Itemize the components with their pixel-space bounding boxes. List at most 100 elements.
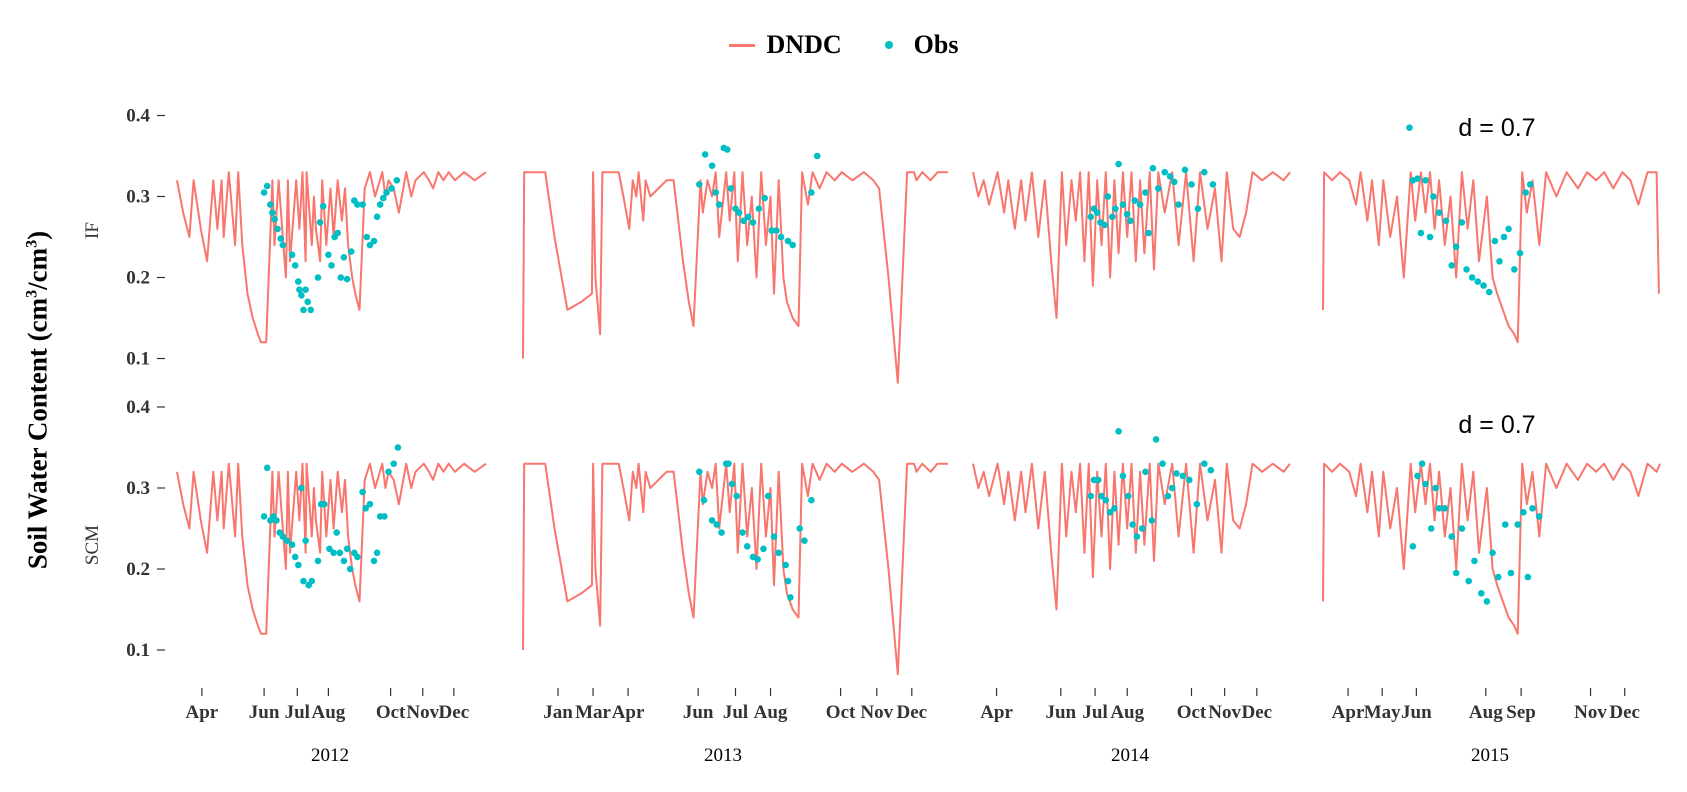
obs-point <box>1430 193 1437 200</box>
obs-point <box>1505 225 1512 233</box>
row-label: IF <box>82 222 103 239</box>
obs-point <box>1500 233 1508 241</box>
obs-point <box>1207 466 1215 474</box>
y-tick-label: 0.1 <box>126 349 150 370</box>
x-tick-label: Aug <box>311 702 345 723</box>
obs-point <box>1188 181 1195 188</box>
obs-point <box>1406 124 1413 131</box>
obs-point <box>1409 543 1417 550</box>
obs-point <box>1520 509 1527 516</box>
obs-point <box>1414 175 1421 182</box>
dndc-line <box>176 171 487 344</box>
obs-point <box>1087 213 1095 221</box>
obs-point <box>1463 266 1470 273</box>
obs-point <box>701 151 709 158</box>
obs-point <box>1093 209 1101 216</box>
obs-point <box>770 533 778 540</box>
x-tick-label: Dec <box>1609 702 1640 723</box>
year-label-2012: 2012 <box>311 745 349 766</box>
obs-point <box>381 513 388 520</box>
obs-point <box>330 549 337 557</box>
legend-label-dndc: DNDC <box>766 30 842 59</box>
obs-point <box>302 537 309 544</box>
x-tick-label: Oct <box>376 702 406 723</box>
obs-point <box>713 521 721 528</box>
obs-point <box>1111 505 1118 512</box>
obs-point <box>354 201 361 208</box>
x-tick-label: Apr <box>1332 702 1365 723</box>
obs-point <box>359 201 366 208</box>
obs-point <box>307 306 315 314</box>
obs-point <box>1193 500 1201 508</box>
obs-point <box>1426 233 1434 241</box>
obs-point <box>300 306 307 314</box>
obs-point <box>1171 178 1178 186</box>
obs-point <box>724 146 731 153</box>
d-stat-label: d = 0.7 <box>1458 411 1535 439</box>
obs-point <box>363 233 371 241</box>
obs-point <box>1201 168 1208 176</box>
obs-point <box>1432 484 1439 492</box>
obs-point <box>1448 533 1455 540</box>
x-tick-label: Oct <box>826 702 856 723</box>
obs-point <box>745 213 752 221</box>
obs-point <box>390 460 398 468</box>
obs-point <box>373 213 381 221</box>
x-tick-label: Dec <box>897 702 928 723</box>
obs-point <box>260 513 268 520</box>
obs-point <box>796 525 803 532</box>
x-tick-label: Jun <box>683 702 714 723</box>
obs-point <box>1119 472 1127 480</box>
obs-point <box>302 286 309 294</box>
obs-point <box>1422 480 1429 488</box>
x-tick-label: Dec <box>1242 702 1273 723</box>
obs-point <box>1474 278 1482 285</box>
obs-point <box>298 484 305 492</box>
obs-point <box>1127 217 1134 225</box>
x-tick-label: Sep <box>1506 702 1536 723</box>
obs-point <box>328 262 335 269</box>
x-tick-label: Aug <box>1110 702 1144 723</box>
obs-point <box>1142 468 1149 476</box>
legend: DNDC Obs <box>0 30 1687 60</box>
year-label-2014: 2014 <box>1111 745 1149 766</box>
obs-point <box>346 565 354 573</box>
row-label: SCM <box>82 525 103 565</box>
obs-point <box>1435 505 1443 512</box>
obs-point <box>277 235 285 242</box>
obs-point <box>1148 517 1156 524</box>
obs-point <box>295 278 302 285</box>
y-tick-label: 0.3 <box>126 478 150 499</box>
obs-point <box>1106 509 1114 516</box>
obs-point <box>1495 573 1502 581</box>
obs-point <box>1422 177 1429 184</box>
obs-point <box>370 557 378 565</box>
obs-point <box>1138 525 1146 532</box>
obs-point <box>1161 168 1168 176</box>
obs-point <box>1448 262 1455 269</box>
dndc-line <box>522 171 948 384</box>
obs-point <box>1526 181 1534 188</box>
obs-point <box>764 492 772 500</box>
y-tick-label: 0.4 <box>126 106 150 127</box>
x-tick-label: Dec <box>439 702 470 723</box>
obs-point <box>1441 505 1449 512</box>
x-tick-label: Aug <box>1469 702 1503 723</box>
x-tick-label: Nov <box>406 702 439 723</box>
x-tick-label: May <box>1364 702 1401 723</box>
obs-point <box>279 533 287 540</box>
obs-point <box>1159 460 1166 468</box>
obs-point <box>308 577 316 585</box>
x-tick-label: Jul <box>1082 702 1107 723</box>
obs-point <box>319 202 327 210</box>
obs-point <box>326 545 333 553</box>
obs-point <box>773 227 780 234</box>
y-tick-label: 0.3 <box>126 187 150 208</box>
obs-point <box>1501 521 1509 528</box>
obs-point <box>333 529 341 536</box>
obs-point <box>291 553 299 561</box>
obs-point <box>782 561 789 569</box>
obs-point <box>1511 266 1518 273</box>
y-tick-label: 0.4 <box>126 397 150 418</box>
